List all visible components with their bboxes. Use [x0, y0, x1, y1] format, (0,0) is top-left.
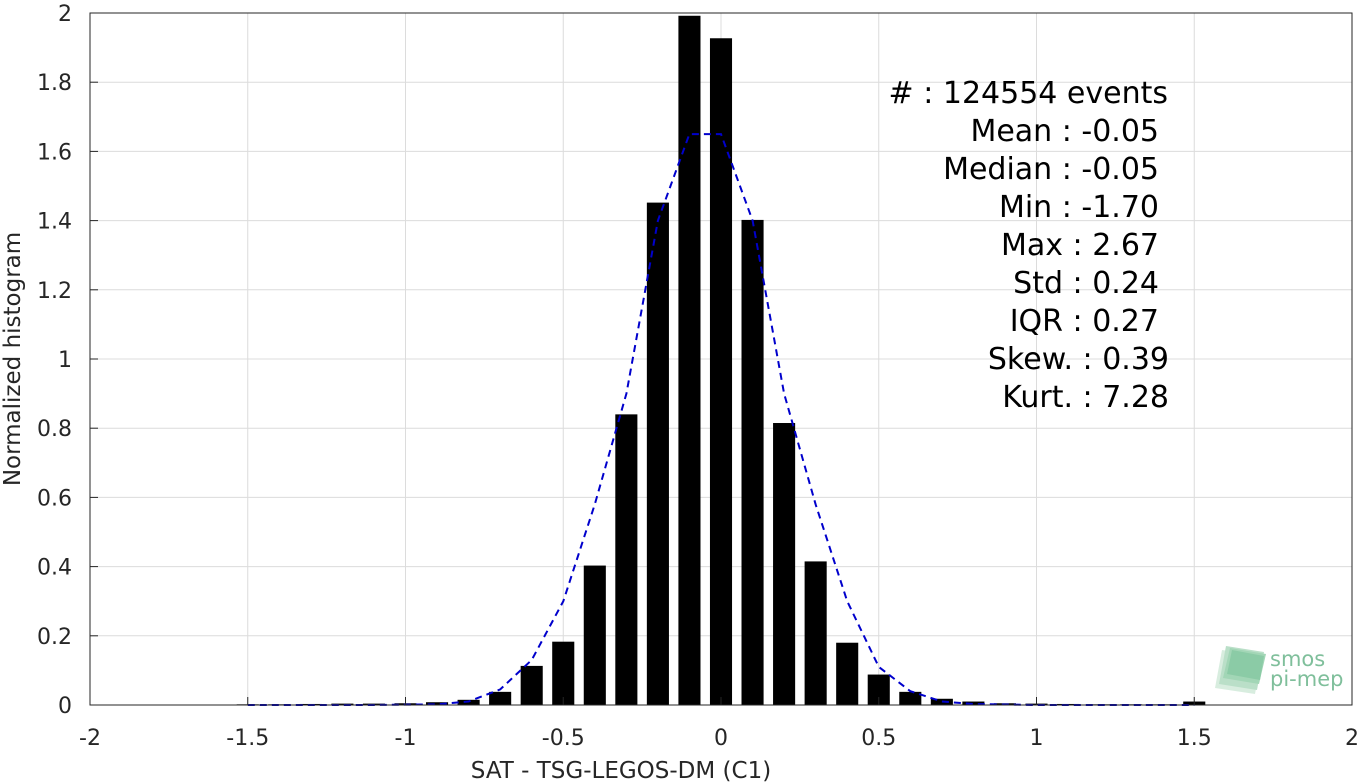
histogram-bar [678, 15, 701, 705]
x-tick-label: -2 [79, 726, 101, 751]
x-tick-label: 1 [1030, 726, 1044, 751]
histogram-bar [741, 219, 764, 705]
histogram-bar [426, 702, 449, 705]
y-tick-label: 1.8 [37, 71, 72, 96]
y-axis-label: Normalized histogram [0, 232, 26, 486]
histogram-bar [583, 565, 606, 705]
histogram-bar [962, 701, 985, 705]
y-tick-label: 0.4 [37, 556, 72, 581]
histogram-bar [930, 698, 953, 705]
statistic-line: Kurt. : 7.28 [1002, 380, 1169, 415]
histogram-bar [773, 423, 796, 705]
histogram-bars [236, 15, 1206, 706]
y-tick-label: 0 [58, 694, 72, 719]
x-tick-label: -1.5 [226, 726, 269, 751]
x-tick-label: 2 [1345, 726, 1359, 751]
layered-bars-logo-icon [1215, 646, 1266, 694]
logo-text-line1: smos [1270, 647, 1325, 671]
statistic-line: Min : -1.70 [999, 190, 1159, 225]
x-tick-label: 1.5 [1177, 726, 1212, 751]
axis-ticks: -2 -1.5 -1 -0.5 0 0.5 1 1.5 2 0 0.2 0.4 0.6 0.8 1 1.2 1.… [37, 2, 1359, 751]
y-tick-label: 0.2 [37, 625, 72, 650]
histogram-bar [331, 703, 354, 705]
x-tick-label: 0.5 [861, 726, 896, 751]
histogram-bar [804, 561, 827, 705]
statistic-line: Median : -0.05 [943, 152, 1159, 187]
y-tick-label: 1.2 [37, 279, 72, 304]
x-tick-label: 0 [714, 726, 728, 751]
x-tick-label: -0.5 [542, 726, 585, 751]
histogram-bar [646, 202, 669, 705]
histogram-bar [867, 674, 890, 705]
statistic-line: Max : 2.67 [1001, 228, 1159, 263]
x-tick-label: -1 [395, 726, 417, 751]
histogram-bar [709, 38, 733, 706]
y-tick-label: 1.4 [37, 210, 72, 235]
statistic-line: # : 124554 events [889, 76, 1168, 111]
y-tick-label: 2 [58, 2, 72, 27]
smos-pimep-logo: smos pi-mep [1215, 646, 1343, 694]
statistic-line: Skew. : 0.39 [988, 342, 1169, 377]
y-tick-label: 0.8 [37, 417, 72, 442]
statistic-line: Mean : -0.05 [970, 114, 1159, 149]
x-axis-label: SAT - TSG-LEGOS-DM (C1) [471, 758, 771, 784]
statistic-line: Std : 0.24 [1013, 266, 1159, 301]
statistic-line: IQR : 0.27 [1010, 304, 1159, 339]
y-tick-label: 1 [58, 348, 72, 373]
logo-text-line2: pi-mep [1270, 667, 1343, 691]
histogram-bar [520, 665, 543, 705]
y-tick-label: 0.6 [37, 486, 72, 511]
fit-curve [247, 133, 1195, 706]
histogram-bar [552, 641, 575, 705]
histogram-bar [899, 691, 922, 705]
histogram-bar [615, 414, 638, 705]
histogram-bar [836, 642, 859, 705]
histogram-bar [489, 691, 512, 705]
y-tick-label: 1.6 [37, 140, 72, 165]
